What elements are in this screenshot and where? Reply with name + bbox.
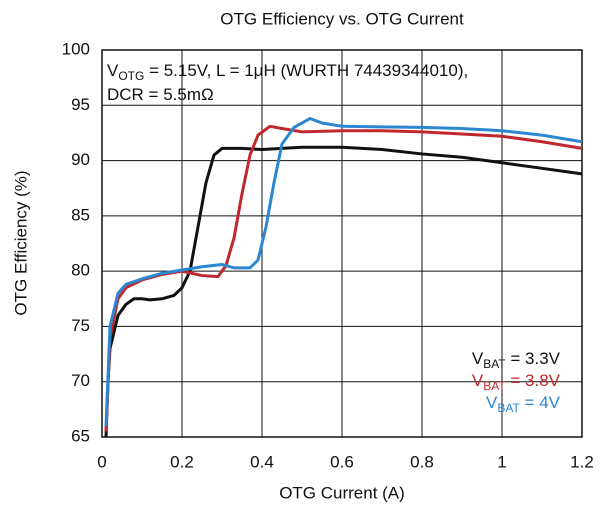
text-line: VBAT = 3.3V [472,349,561,371]
chart-title: OTG Efficiency vs. OTG Current [220,9,464,28]
text-line: VOTG = 5.15V, L = 1μH (WURTH 74439344010… [107,61,468,83]
text-part: V [107,61,119,80]
y-tick-label: 80 [71,261,90,280]
x-tick-label: 0.4 [250,452,274,471]
y-tick-label: 100 [62,39,90,58]
text-line: VBAT = 3.8V [472,371,561,393]
x-tick-label: 0.6 [330,452,354,471]
x-tick-label: 0 [97,452,106,471]
subscript: BAT [497,401,520,415]
x-tick-label: 1.2 [570,452,594,471]
subscript: OTG [118,69,144,83]
subscript: BAT [483,357,506,371]
subscript: BAT [483,379,506,393]
text-part: = 3.3V [506,349,561,368]
text-part: V [472,349,484,368]
text-part: = 4V [520,393,561,412]
text-line: DCR = 5.5mΩ [107,85,214,104]
x-tick-label: 0.2 [170,452,194,471]
y-tick-label: 95 [71,95,90,114]
y-tick-label: 85 [71,205,90,224]
data-line [104,117,583,427]
x-axis-label: OTG Current (A) [279,483,405,502]
y-tick-label: 75 [71,316,90,335]
x-tick-label: 0.8 [410,452,434,471]
text-part: V [486,393,498,412]
text-part: V [472,371,484,390]
data-line [104,145,583,438]
text-line: VBAT = 4V [486,393,561,415]
y-tick-label: 65 [71,426,90,445]
text-part: = 5.15V, L = 1μH (WURTH 74439344010), [144,61,468,80]
y-tick-label: 90 [71,150,90,169]
x-tick-label: 1 [497,452,506,471]
text-part: DCR = 5.5mΩ [107,85,214,104]
plot-frame [101,49,583,438]
y-axis-label: OTG Efficiency (%) [11,170,30,315]
text-part: = 3.8V [506,371,561,390]
y-tick-label: 70 [71,371,90,390]
